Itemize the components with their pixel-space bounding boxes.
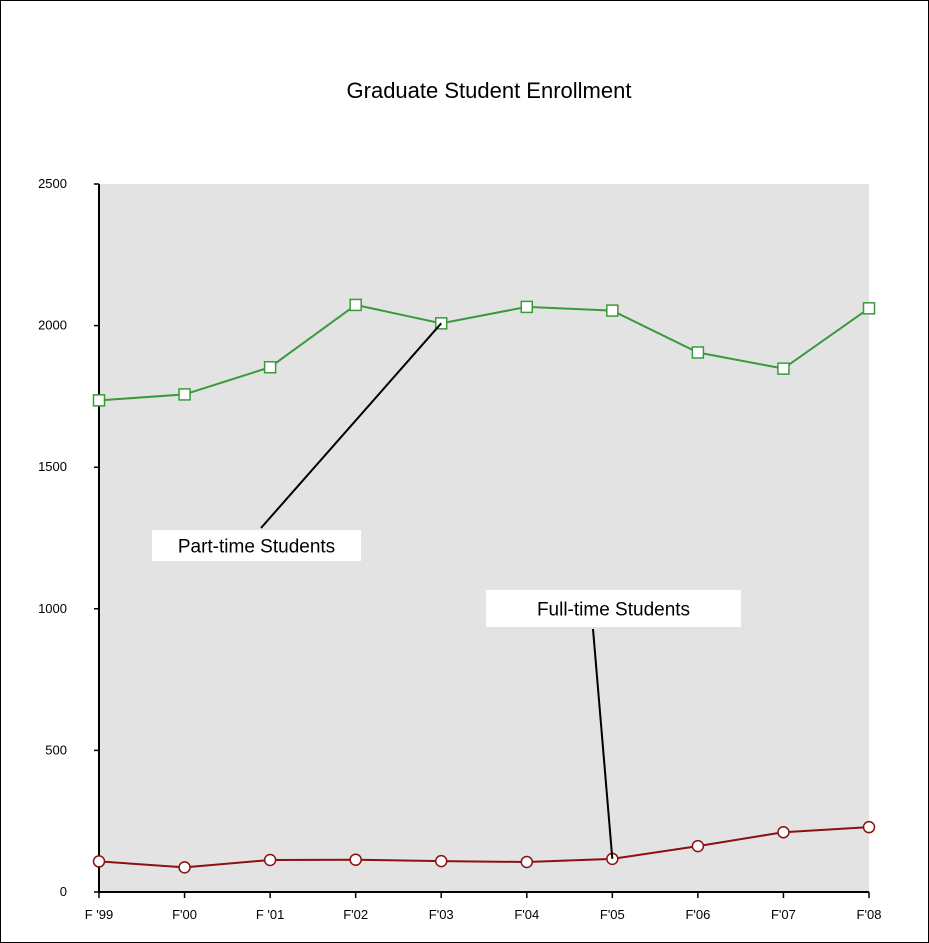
x-tick-label: F'06 — [685, 907, 710, 922]
x-tick-label: F'00 — [172, 907, 197, 922]
series-layer — [92, 298, 876, 874]
data-point — [691, 346, 705, 359]
data-point — [92, 394, 106, 407]
callout-box — [152, 530, 361, 561]
callout-box — [486, 590, 741, 627]
x-tick-label: F'05 — [600, 907, 625, 922]
data-point — [349, 298, 362, 312]
annotation-layer: Part-time Students Full-time Students — [152, 322, 741, 859]
data-point — [862, 302, 876, 315]
x-tick-label: F'04 — [514, 907, 539, 922]
x-tick-label: F'02 — [343, 907, 368, 922]
data-point — [263, 360, 277, 374]
x-tick-label: F '99 — [85, 907, 114, 922]
data-point — [178, 388, 191, 401]
data-point — [178, 861, 191, 874]
series-line — [98, 826, 870, 869]
series-line — [98, 303, 870, 402]
x-tick-label: F'03 — [429, 907, 454, 922]
data-point — [862, 820, 876, 834]
x-tick-label: F'08 — [857, 907, 882, 922]
data-point — [520, 855, 534, 869]
y-tick-label: 1500 — [38, 459, 67, 474]
data-point — [777, 825, 790, 839]
data-point — [777, 362, 790, 375]
data-point — [349, 853, 362, 866]
data-point — [263, 853, 277, 867]
callout-label: Full-time Students — [537, 600, 690, 621]
callout-label: Part-time Students — [178, 537, 335, 558]
y-tick-label: 1000 — [38, 601, 67, 616]
data-point — [606, 304, 619, 317]
data-point — [92, 855, 106, 868]
x-tick-label: F'07 — [771, 907, 796, 922]
callout-leader-line — [592, 628, 614, 859]
axes: 0 500 1000 1500 2000 2500 F '99 F'00 F '01 F'02 F'… — [38, 176, 881, 922]
data-point — [520, 300, 534, 314]
y-tick-label: 0 — [60, 884, 67, 899]
y-tick-label: 2500 — [38, 176, 67, 191]
chart-title: Graduate Student Enrollment — [347, 78, 632, 103]
y-tick-label: 2000 — [38, 318, 67, 333]
callout-leader-line — [260, 322, 442, 529]
x-tick-label: F '01 — [256, 907, 285, 922]
y-tick-label: 500 — [45, 742, 67, 757]
data-point — [434, 854, 448, 868]
data-point — [691, 839, 705, 853]
